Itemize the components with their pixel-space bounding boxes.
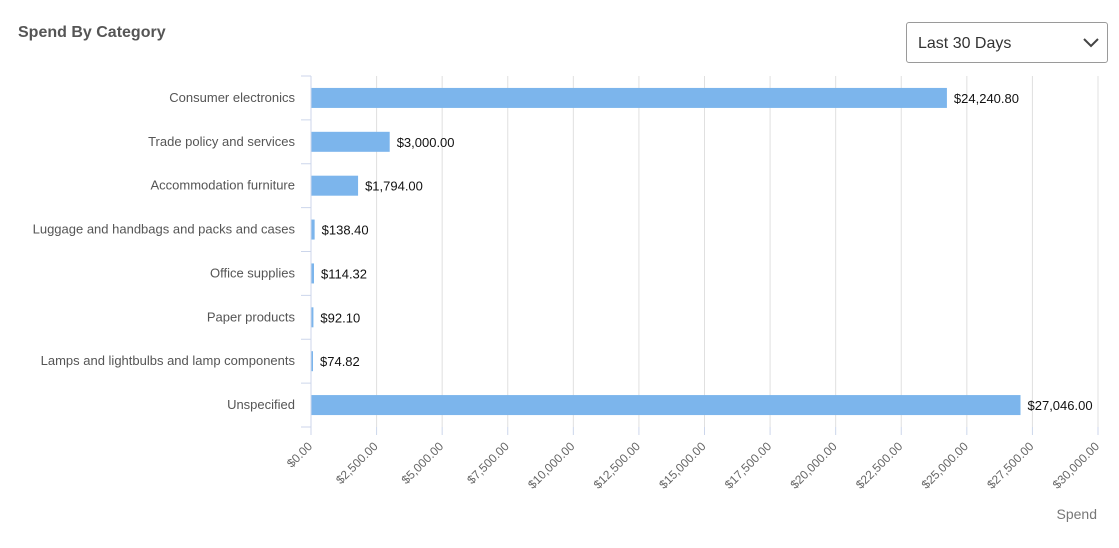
- bar: [311, 87, 947, 108]
- category-label: Luggage and handbags and packs and cases: [33, 222, 296, 237]
- category-label: Trade policy and services: [148, 134, 295, 149]
- data-label: $27,046.00: [1028, 398, 1093, 413]
- x-tick-label: $20,000.00: [787, 439, 840, 492]
- x-tick-label: $22,500.00: [853, 439, 906, 492]
- x-tick-label: $0.00: [284, 439, 315, 470]
- x-tick-label: $27,500.00: [984, 439, 1037, 492]
- bar: [311, 307, 314, 328]
- date-range-select[interactable]: Last 30 Days: [906, 22, 1108, 63]
- x-tick-label: $7,500.00: [464, 439, 512, 487]
- data-labels: $24,240.80 $3,000.00 $1,794.00 $138.40 $114.…: [320, 91, 1093, 413]
- x-axis-ticks: $0.00 $2,500.00 $5,000.00 $7,500.00 $10,000.…: [284, 427, 1102, 492]
- category-label: Lamps and lightbulbs and lamp components: [41, 353, 296, 368]
- bar: [311, 263, 314, 284]
- axes: [301, 75, 312, 428]
- bar: [311, 351, 313, 372]
- x-tick-label: $25,000.00: [919, 439, 972, 492]
- x-tick-label: $10,000.00: [525, 439, 578, 492]
- category-label: Office supplies: [210, 265, 296, 280]
- bar: [311, 175, 359, 196]
- category-label: Unspecified: [227, 397, 295, 412]
- category-label: Paper products: [207, 309, 296, 324]
- chart-title: Spend By Category: [18, 24, 166, 41]
- data-label: $74.82: [320, 354, 360, 369]
- data-label: $138.40: [322, 223, 369, 238]
- category-label: Consumer electronics: [169, 90, 295, 105]
- date-range-selected-value: Last 30 Days: [918, 35, 1012, 52]
- x-tick-label: $30,000.00: [1050, 439, 1103, 492]
- x-tick-label: $15,000.00: [656, 439, 709, 492]
- bar: [311, 395, 1021, 416]
- bars: [311, 87, 1021, 416]
- x-axis-title: Spend: [1057, 506, 1097, 522]
- category-labels: Consumer electronics Trade policy and ser…: [33, 90, 296, 412]
- x-tick-label: $12,500.00: [591, 439, 644, 492]
- bar: [311, 131, 390, 152]
- data-label: $114.32: [321, 266, 367, 281]
- data-label: $3,000.00: [397, 135, 455, 150]
- grid-lines: [376, 76, 1099, 427]
- x-tick-label: $17,500.00: [722, 439, 775, 492]
- bar: [311, 219, 315, 240]
- data-label: $92.10: [320, 310, 360, 325]
- category-label: Accommodation furniture: [150, 178, 295, 193]
- x-tick-label: $5,000.00: [399, 439, 447, 487]
- data-label: $1,794.00: [365, 179, 423, 194]
- x-tick-label: $2,500.00: [333, 439, 381, 487]
- data-label: $24,240.80: [954, 91, 1019, 106]
- chevron-down-icon: [1083, 38, 1099, 48]
